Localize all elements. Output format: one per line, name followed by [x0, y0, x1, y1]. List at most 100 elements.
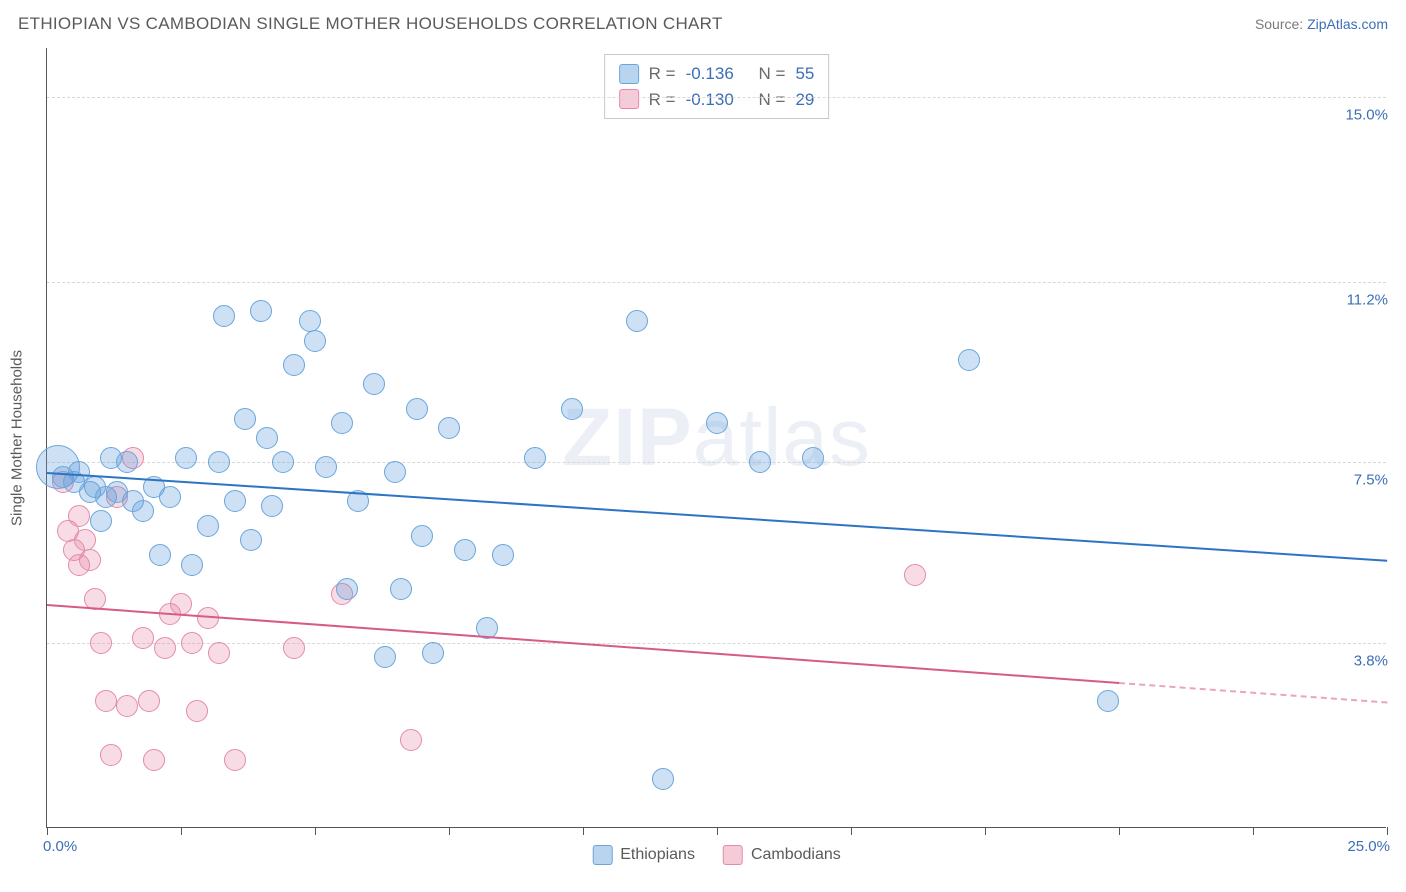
data-point	[132, 627, 154, 649]
y-tick-label: 7.5%	[1348, 472, 1388, 489]
data-point	[390, 578, 412, 600]
legend-label-ethiopians: Ethiopians	[620, 846, 695, 864]
data-point	[90, 510, 112, 532]
data-point	[197, 515, 219, 537]
swatch-pink-icon	[619, 89, 639, 109]
swatch-blue-icon	[619, 64, 639, 84]
x-tick	[47, 827, 48, 835]
data-point	[95, 690, 117, 712]
y-tick-label: 15.0%	[1339, 106, 1388, 123]
r-label: R =	[649, 87, 676, 113]
data-point	[224, 490, 246, 512]
data-point	[116, 695, 138, 717]
data-point	[958, 349, 980, 371]
data-point	[315, 456, 337, 478]
data-point	[904, 564, 926, 586]
data-point	[406, 398, 428, 420]
data-point	[422, 642, 444, 664]
x-tick	[985, 827, 986, 835]
data-point	[561, 398, 583, 420]
stats-row-pink: R = -0.130 N = 29	[619, 87, 815, 113]
chart-container: Single Mother Households ZIPatlas R = -0…	[46, 48, 1386, 828]
data-point	[197, 607, 219, 629]
data-point	[170, 593, 192, 615]
legend-item-ethiopians: Ethiopians	[592, 845, 695, 865]
data-point	[283, 354, 305, 376]
data-point	[272, 451, 294, 473]
n-value-pink: 29	[795, 87, 814, 113]
data-point	[213, 305, 235, 327]
chart-title: ETHIOPIAN VS CAMBODIAN SINGLE MOTHER HOU…	[18, 14, 723, 34]
chart-header: ETHIOPIAN VS CAMBODIAN SINGLE MOTHER HOU…	[0, 0, 1406, 44]
y-tick-label: 3.8%	[1348, 652, 1388, 669]
y-tick-label: 11.2%	[1341, 292, 1388, 309]
gridline	[47, 282, 1386, 283]
r-value-blue: -0.136	[686, 61, 734, 87]
source-credit: Source: ZipAtlas.com	[1255, 16, 1388, 32]
n-label: N =	[759, 87, 786, 113]
watermark-rest: atlas	[693, 392, 871, 483]
data-point	[250, 300, 272, 322]
data-point	[100, 744, 122, 766]
data-point	[159, 486, 181, 508]
data-point	[175, 447, 197, 469]
x-tick	[1119, 827, 1120, 835]
data-point	[454, 539, 476, 561]
data-point	[154, 637, 176, 659]
stats-legend-box: R = -0.136 N = 55 R = -0.130 N = 29	[604, 54, 830, 119]
data-point	[304, 330, 326, 352]
r-value-pink: -0.130	[686, 87, 734, 113]
gridline	[47, 643, 1386, 644]
x-tick	[583, 827, 584, 835]
x-tick	[315, 827, 316, 835]
x-min-label: 0.0%	[43, 838, 77, 855]
data-point	[283, 637, 305, 659]
gridline	[47, 462, 1386, 463]
data-point	[261, 495, 283, 517]
data-point	[208, 642, 230, 664]
stats-row-blue: R = -0.136 N = 55	[619, 61, 815, 87]
y-axis-title: Single Mother Households	[9, 350, 26, 526]
data-point	[116, 451, 138, 473]
n-label: N =	[759, 61, 786, 87]
data-point	[749, 451, 771, 473]
data-point	[652, 768, 674, 790]
data-point	[181, 554, 203, 576]
data-point	[208, 451, 230, 473]
data-point	[400, 729, 422, 751]
x-tick	[1253, 827, 1254, 835]
data-point	[492, 544, 514, 566]
trend-line	[1119, 682, 1387, 703]
data-point	[90, 632, 112, 654]
data-point	[331, 412, 353, 434]
data-point	[706, 412, 728, 434]
data-point	[224, 749, 246, 771]
data-point	[336, 578, 358, 600]
x-max-label: 25.0%	[1347, 838, 1390, 855]
data-point	[524, 447, 546, 469]
data-point	[626, 310, 648, 332]
data-point	[374, 646, 396, 668]
watermark: ZIPatlas	[562, 391, 871, 485]
data-point	[256, 427, 278, 449]
n-value-blue: 55	[795, 61, 814, 87]
data-point	[143, 749, 165, 771]
data-point	[240, 529, 262, 551]
data-point	[149, 544, 171, 566]
swatch-pink-icon	[723, 845, 743, 865]
series-legend: Ethiopians Cambodians	[592, 845, 841, 865]
swatch-blue-icon	[592, 845, 612, 865]
source-link[interactable]: ZipAtlas.com	[1307, 16, 1388, 32]
data-point	[68, 505, 90, 527]
data-point	[234, 408, 256, 430]
gridline	[47, 97, 1386, 98]
data-point	[138, 690, 160, 712]
data-point	[186, 700, 208, 722]
data-point	[411, 525, 433, 547]
x-tick	[449, 827, 450, 835]
legend-label-cambodians: Cambodians	[751, 846, 841, 864]
data-point	[181, 632, 203, 654]
x-tick	[851, 827, 852, 835]
data-point	[299, 310, 321, 332]
source-label: Source:	[1255, 16, 1303, 32]
